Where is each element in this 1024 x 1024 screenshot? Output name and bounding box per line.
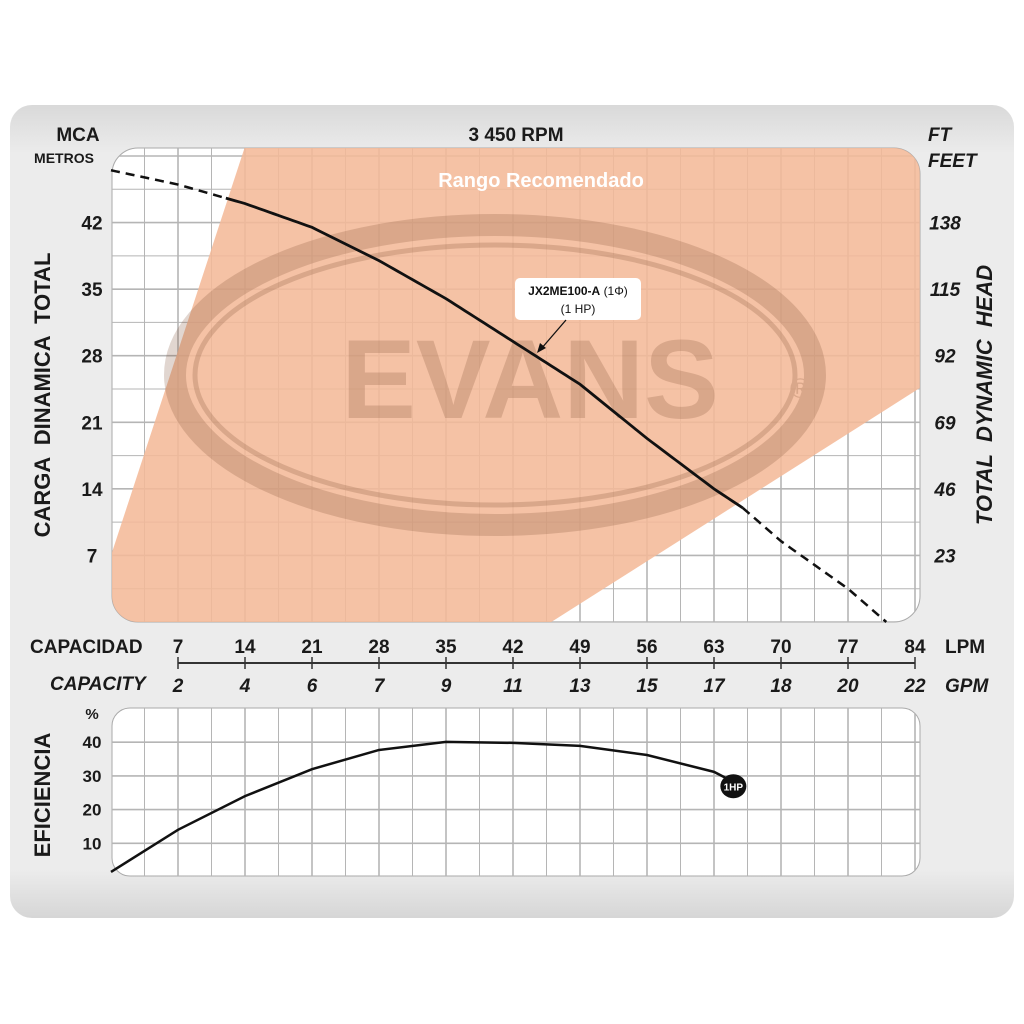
right-unit-sub: FEET [928,151,978,172]
lpm-unit: LPM [945,637,985,658]
gpm-tick-label: 22 [903,676,926,697]
gpm-tick-label: 18 [770,676,792,697]
right-axis-tick: 115 [930,280,961,301]
efficiency-marker-label: 1HP [724,782,744,793]
evans-logo-watermark: EVANS ® [164,214,826,536]
head-curve-dashed-end [741,506,888,623]
efficiency-unit: % [85,706,98,723]
gpm-tick-label: 4 [239,676,251,697]
efficiency-axis-tick: 20 [83,801,102,820]
left-axis-tick: 35 [81,280,103,301]
gpm-tick-label: 9 [441,676,452,697]
gpm-axis-label: CAPACITY [50,674,148,695]
lpm-tick-label: 42 [502,637,523,658]
right-axis-title: TOTAL DYNAMIC HEAD [972,265,997,525]
efficiency-marker [720,774,747,799]
lpm-tick-label: 28 [368,637,389,658]
gpm-tick-label: 15 [636,676,658,697]
efficiency-axis-tick: 10 [83,834,102,853]
right-axis-tick: 138 [929,214,961,235]
recommended-range-area [112,148,920,622]
curve-phase: (1Φ) [604,284,628,298]
lpm-tick-label: 70 [770,637,791,658]
lpm-tick-label: 49 [569,637,590,658]
lpm-tick-label: 77 [837,637,858,658]
gpm-tick-label: 2 [172,676,184,697]
curve-label: JX2ME100-A (1Φ) (1 HP) [515,278,641,353]
gpm-tick-label: 11 [503,676,523,697]
right-axis-tick: 46 [933,480,956,501]
head-curve-dashed-start [110,169,227,200]
gpm-tick-label: 17 [703,676,726,697]
left-axis-tick: 14 [81,480,103,501]
left-unit: MCA [56,125,100,146]
gpm-tick-label: 20 [836,676,859,697]
left-axis-tick: 28 [81,347,102,368]
left-axis-tick: 21 [81,413,103,434]
lpm-tick-label: 63 [703,637,724,658]
lpm-tick-label: 7 [173,637,184,658]
curve-label-arrow [540,319,567,350]
left-axis-tick: 7 [87,546,98,567]
lpm-tick-label: 21 [301,637,323,658]
lpm-axis-label: CAPACIDAD [30,637,143,658]
lpm-tick-label: 56 [636,637,657,658]
logo-registered-mark: ® [790,373,811,404]
logo-text: EVANS [341,317,719,442]
efficiency-axis-tick: 40 [83,733,102,752]
gpm-tick-label: 7 [374,676,386,697]
efficiency-curve [110,740,729,874]
efficiency-plot-area [111,707,921,877]
gpm-tick-label: 6 [307,676,318,697]
curve-model: JX2ME100-A [528,284,600,298]
gpm-tick-label: 13 [569,676,591,697]
gpm-unit: GPM [945,676,989,697]
efficiency-axis-tick: 30 [83,767,102,786]
lpm-tick-label: 14 [234,637,256,658]
logo-inner-ring [192,242,798,508]
logo-outer-ring [164,214,826,536]
right-unit: FT [928,125,953,146]
efficiency-axis-title: EFICIENCIA [30,733,55,858]
right-axis-tick: 69 [934,413,956,434]
recommended-range-label: Rango Recomendado [438,170,644,192]
lpm-tick-label: 35 [435,637,457,658]
chart-title: 3 450 RPM [468,125,563,146]
left-axis-tick: 42 [81,214,102,235]
left-unit-sub: METROS [34,150,94,166]
arrow-head-icon [537,343,546,353]
lpm-tick-label: 84 [904,637,926,658]
svg-text:JX2ME100-A (1Φ): JX2ME100-A (1Φ) [528,284,628,298]
right-axis-tick: 92 [934,347,956,368]
left-axis-title: CARGA DINAMICA TOTAL [30,253,55,538]
right-axis-tick: 23 [933,546,956,567]
curve-power: (1 HP) [561,302,596,316]
head-curve [225,196,744,510]
